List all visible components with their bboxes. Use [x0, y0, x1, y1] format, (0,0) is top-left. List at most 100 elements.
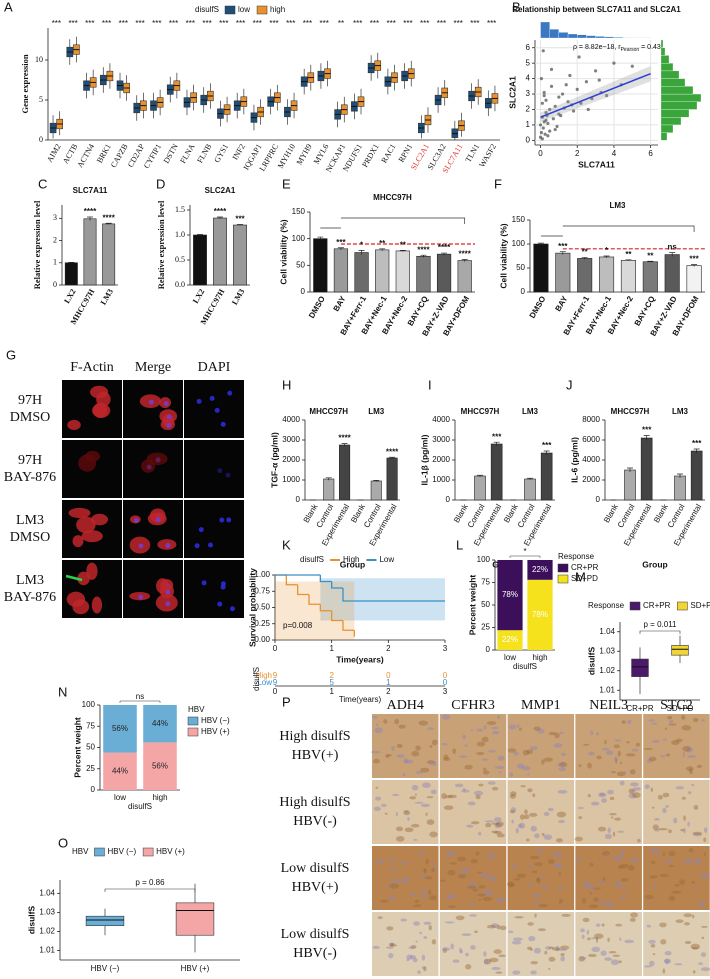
- nucleus-stain: [229, 606, 235, 612]
- ihc-image: [643, 912, 710, 976]
- tissue-texture: [476, 871, 483, 874]
- tissue-texture: [660, 939, 667, 945]
- tissue-texture: [681, 714, 686, 720]
- significance: ***: [642, 426, 652, 435]
- group-label: LM3: [368, 407, 385, 416]
- risk-count: 0: [443, 671, 448, 680]
- ihc-image: [507, 714, 575, 778]
- tissue-texture: [423, 921, 432, 925]
- tissue-texture: [404, 877, 409, 881]
- tissue-texture: [493, 949, 502, 954]
- tissue-texture: [496, 715, 501, 719]
- tissue-texture: [589, 892, 593, 895]
- significance: ***: [286, 19, 295, 28]
- bar: [83, 218, 97, 286]
- tissue-texture: [543, 757, 553, 762]
- tissue-texture: [541, 759, 545, 765]
- survival-step: [331, 610, 343, 622]
- tissue-texture: [644, 965, 652, 968]
- tissue-texture: [486, 721, 497, 726]
- panel-label: L: [456, 537, 463, 552]
- tissue-texture: [683, 827, 686, 834]
- panel-label: G: [6, 347, 16, 362]
- tissue-texture: [487, 781, 496, 785]
- ihc-image: [439, 912, 507, 976]
- ihc-image: [643, 846, 710, 910]
- tissue-texture: [372, 716, 378, 719]
- x-tick-label: low: [504, 653, 516, 662]
- legend-swatch: [142, 847, 154, 857]
- legend-swatch: [94, 847, 105, 857]
- tissue-texture: [700, 952, 707, 958]
- nucleus-stain: [198, 527, 204, 533]
- tissue-texture: [462, 734, 467, 740]
- row-label: High disulfS: [279, 729, 350, 744]
- bar-segment: [497, 630, 523, 650]
- tissue-texture: [386, 926, 394, 931]
- tissue-texture: [442, 947, 447, 954]
- x-tick-label: HBV (−): [91, 964, 120, 973]
- tissue-texture: [527, 788, 533, 793]
- tissue-texture: [444, 921, 455, 924]
- cell-stain: [92, 403, 111, 418]
- error-bar: [581, 257, 588, 260]
- tissue-texture: [462, 788, 466, 792]
- x-tick-label: 2: [386, 687, 391, 696]
- y-tick-label: 0: [486, 645, 491, 654]
- significance: ***: [558, 242, 568, 251]
- tissue-texture: [511, 819, 514, 824]
- point: [540, 137, 544, 141]
- tissue-texture: [613, 744, 620, 749]
- bar: [555, 252, 571, 293]
- tissue-texture: [481, 758, 489, 761]
- tissue-texture: [580, 928, 585, 933]
- panel-label: M: [575, 569, 586, 584]
- x-tick-label: 2: [575, 149, 580, 158]
- y-tick-label: 1.02: [39, 927, 55, 936]
- tissue-texture: [474, 930, 478, 934]
- x-axis-label: Time(years): [336, 654, 384, 664]
- tissue-texture: [688, 848, 694, 853]
- x-tick-label: 4: [612, 149, 617, 158]
- tissue-texture: [483, 767, 487, 771]
- group-label: LM3: [522, 407, 539, 416]
- tissue-texture: [487, 876, 497, 882]
- row-label: BAY-876: [4, 470, 56, 485]
- tissue-texture: [652, 953, 656, 956]
- legend-swatch: [187, 727, 199, 737]
- nucleus-stain: [165, 542, 171, 548]
- tissue-texture: [483, 958, 492, 965]
- tissue-texture: [448, 905, 456, 909]
- risk-count: 0: [386, 671, 391, 680]
- tissue-texture: [548, 956, 556, 962]
- nucleus-stain: [166, 414, 172, 420]
- tissue-texture: [389, 944, 398, 947]
- tissue-texture: [679, 879, 686, 885]
- nucleus-stain: [209, 395, 215, 401]
- panel-label: A: [4, 0, 13, 14]
- legend-title: disulfS: [300, 555, 324, 564]
- point: [539, 77, 544, 81]
- y-tick-label: 1.04: [599, 627, 615, 636]
- tissue-texture: [596, 732, 599, 736]
- tissue-texture: [586, 929, 590, 935]
- tissue-texture: [392, 793, 400, 797]
- tissue-texture: [423, 868, 427, 874]
- significance: ***: [487, 19, 496, 28]
- tissue-texture: [401, 877, 409, 884]
- y-tick-label: 0: [53, 280, 57, 289]
- tissue-texture: [390, 942, 395, 947]
- row-label: DMSO: [10, 530, 50, 545]
- tissue-texture: [561, 762, 565, 767]
- point: [597, 78, 601, 82]
- bracket: [639, 630, 681, 634]
- y-tick-label: 2000: [582, 475, 600, 484]
- histogram-bar: [660, 70, 680, 79]
- histogram-bar: [595, 36, 605, 39]
- tissue-texture: [425, 812, 428, 816]
- tissue-texture: [457, 856, 466, 862]
- tissue-texture: [635, 742, 640, 747]
- annotation-part: ρ = 8.82e−18, r: [573, 44, 621, 51]
- histogram-bar: [540, 21, 550, 39]
- point: [560, 92, 565, 96]
